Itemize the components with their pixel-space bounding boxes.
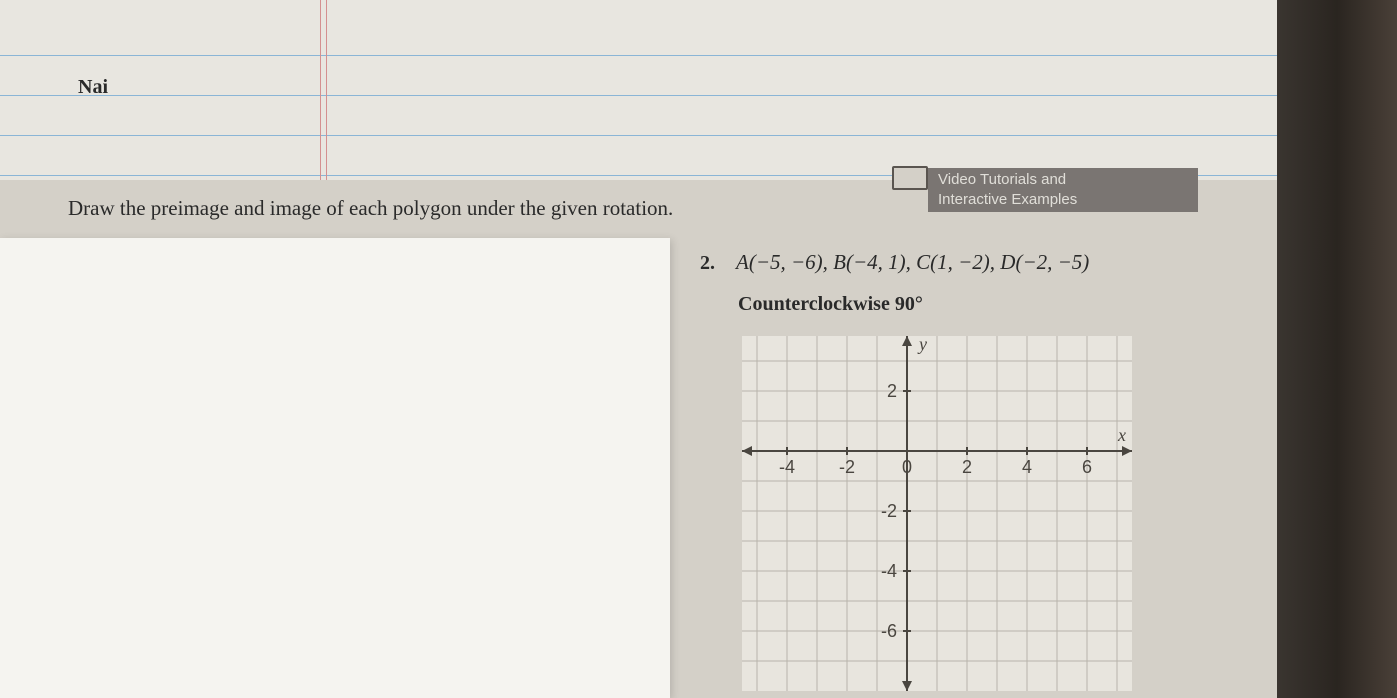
svg-text:6: 6 <box>1082 457 1092 477</box>
problem-2: 2. A(−5, −6), B(−4, 1), C(1, −2), D(−2, … <box>700 250 1240 316</box>
problem-number: 2. <box>700 252 732 275</box>
margin-line <box>320 0 321 180</box>
svg-text:-4: -4 <box>779 457 795 477</box>
margin-line <box>326 0 327 180</box>
notebook-paper: Nai <box>0 0 1280 180</box>
coordinate-grid: -4 -2 0 2 4 6 2 -2 -4 -6 y x <box>742 336 1132 691</box>
ruled-line <box>0 55 1280 56</box>
svg-text:-2: -2 <box>881 501 897 521</box>
svg-text:x: x <box>1117 425 1126 445</box>
rotation-instruction: Counterclockwise 90° <box>738 293 1240 316</box>
video-icon <box>892 166 928 190</box>
ruled-line <box>0 95 1280 96</box>
name-label: Nai <box>78 76 108 99</box>
banner-line-2: Interactive Examples <box>938 190 1188 210</box>
ruled-line <box>0 135 1280 136</box>
svg-text:2: 2 <box>887 381 897 401</box>
svg-text:4: 4 <box>1022 457 1032 477</box>
svg-text:-6: -6 <box>881 621 897 641</box>
banner-line-1: Video Tutorials and <box>938 170 1188 190</box>
svg-text:-4: -4 <box>881 561 897 581</box>
blank-paper-overlay <box>0 238 670 698</box>
instruction-text: Draw the preimage and image of each poly… <box>68 196 673 221</box>
tutorial-banner: Video Tutorials and Interactive Examples <box>928 168 1198 212</box>
problem-coordinates: A(−5, −6), B(−4, 1), C(1, −2), D(−2, −5) <box>736 250 1089 274</box>
svg-text:0: 0 <box>902 457 912 477</box>
coordinate-grid-svg: -4 -2 0 2 4 6 2 -2 -4 -6 y x <box>742 336 1132 691</box>
right-edge-decoration <box>1277 0 1397 698</box>
svg-text:2: 2 <box>962 457 972 477</box>
svg-text:-2: -2 <box>839 457 855 477</box>
svg-text:y: y <box>917 336 927 354</box>
